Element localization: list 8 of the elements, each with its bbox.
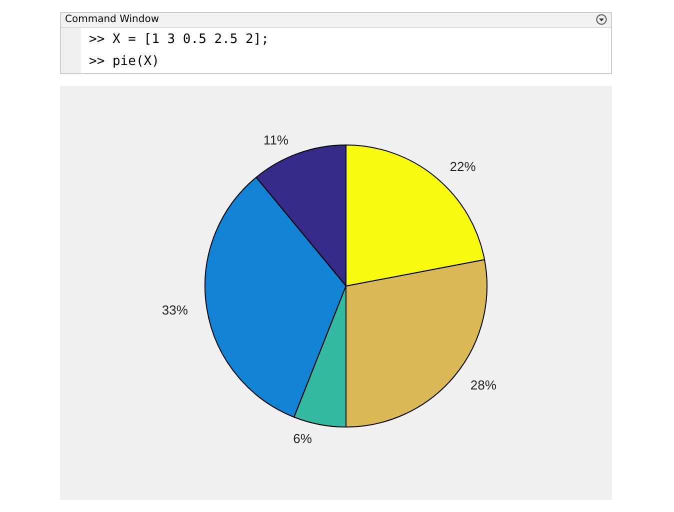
data-label: 33% <box>162 302 188 318</box>
text: >> X = [1 3 0.5 2.5 2]; <box>89 32 270 47</box>
data-label: 11% <box>263 132 289 148</box>
text: >> pie(X) <box>89 54 160 69</box>
data-label: 6% <box>293 430 312 446</box>
data-label: 28% <box>470 377 497 392</box>
data-label: 22% <box>450 159 476 174</box>
text: Command Window <box>61 13 611 28</box>
